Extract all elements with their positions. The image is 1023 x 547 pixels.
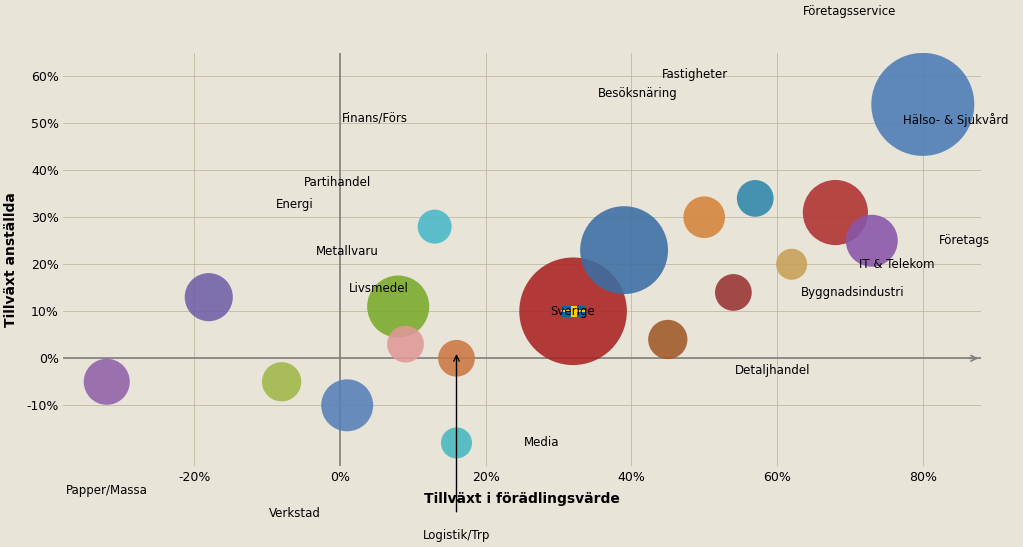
Text: Hälso- & Sjukvård: Hälso- & Sjukvård [902,113,1008,126]
Text: Logistik/Trp: Logistik/Trp [422,529,490,542]
Text: Livsmedel: Livsmedel [349,282,409,295]
Text: Media: Media [524,437,560,450]
Text: Verkstad: Verkstad [268,507,320,520]
Y-axis label: Tillväxt anställda: Tillväxt anställda [4,192,18,327]
Point [273,377,290,386]
Point [784,260,800,269]
Point [427,222,443,231]
Point [565,307,581,316]
Text: Företagsservice: Företagsservice [802,5,896,18]
Point [448,354,464,363]
Point [725,288,742,297]
Point [339,401,355,410]
FancyBboxPatch shape [571,306,577,317]
Text: Fastigheter: Fastigheter [662,68,728,81]
Point [747,194,763,203]
Text: Företags: Företags [939,234,990,247]
FancyBboxPatch shape [561,310,585,312]
Point [397,340,413,348]
Text: Partihandel: Partihandel [304,176,371,189]
Point [660,335,676,344]
Point [616,246,632,254]
X-axis label: Tillväxt i förädlingsvärde: Tillväxt i förädlingsvärde [425,492,620,506]
Point [915,100,931,109]
Point [201,293,217,301]
Text: Sverige: Sverige [550,305,595,318]
Point [448,439,464,447]
Text: Metallvaru: Metallvaru [316,245,379,258]
Text: Detaljhandel: Detaljhandel [736,364,810,377]
Text: Byggnadsindustri: Byggnadsindustri [801,286,904,299]
Text: IT & Telekom: IT & Telekom [859,258,934,271]
Text: Energi: Energi [276,197,314,211]
Point [390,302,406,311]
Point [863,236,880,245]
Point [696,213,712,222]
FancyBboxPatch shape [561,306,585,317]
Text: Besöksnäring: Besöksnäring [597,87,677,100]
Text: Papper/Massa: Papper/Massa [65,484,147,497]
Text: Finans/Förs: Finans/Förs [342,112,408,125]
Point [828,208,844,217]
Point [98,377,115,386]
